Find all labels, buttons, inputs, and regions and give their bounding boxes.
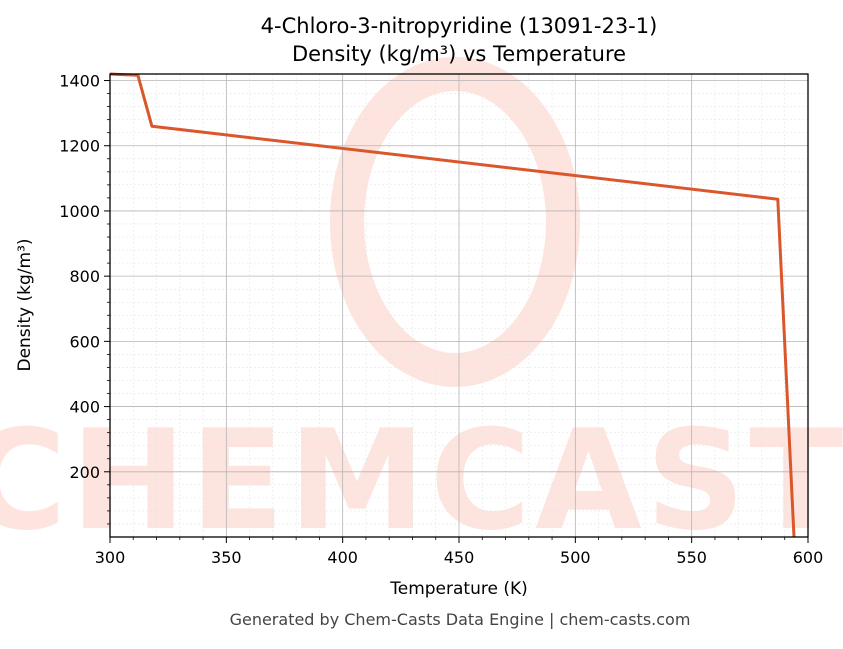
footer-credit: Generated by Chem-Casts Data Engine | ch…: [230, 610, 691, 629]
watermark-text: CHEMCASTS: [0, 400, 843, 561]
y-tick-label: 1200: [59, 137, 100, 156]
x-tick-label: 300: [95, 548, 126, 567]
x-tick-label: 500: [560, 548, 591, 567]
x-tick-label: 400: [327, 548, 358, 567]
y-tick-label: 1000: [59, 202, 100, 221]
series-layer: [109, 72, 796, 538]
y-tick-label: 800: [69, 267, 100, 286]
y-tick-label: 600: [69, 332, 100, 351]
x-axis-label: Temperature (K): [389, 579, 528, 599]
x-axis-ticks: 300 350 400 450 500 550 600: [95, 537, 824, 567]
chemcasts-watermark: CHEMCASTS: [0, 57, 843, 561]
x-tick-label: 350: [211, 548, 242, 567]
major-grid: [109, 74, 809, 537]
chart-title-line-2: Density (kg/m³) vs Temperature: [292, 42, 626, 66]
y-axis-ticks: 200 400 600 800 1000 1200 1400: [59, 72, 110, 525]
x-tick-label: 600: [793, 548, 824, 567]
y-tick-label: 400: [69, 398, 100, 417]
x-tick-label: 550: [676, 548, 707, 567]
y-tick-label: 200: [69, 463, 100, 482]
density-series-line: [109, 72, 796, 538]
watermark-swirl: [330, 57, 580, 387]
x-tick-label: 450: [444, 548, 475, 567]
y-tick-label: 1400: [59, 72, 100, 91]
chart-title-line-1: 4-Chloro-3-nitropyridine (13091-23-1): [261, 14, 658, 38]
y-axis-label: Density (kg/m³): [15, 238, 35, 371]
